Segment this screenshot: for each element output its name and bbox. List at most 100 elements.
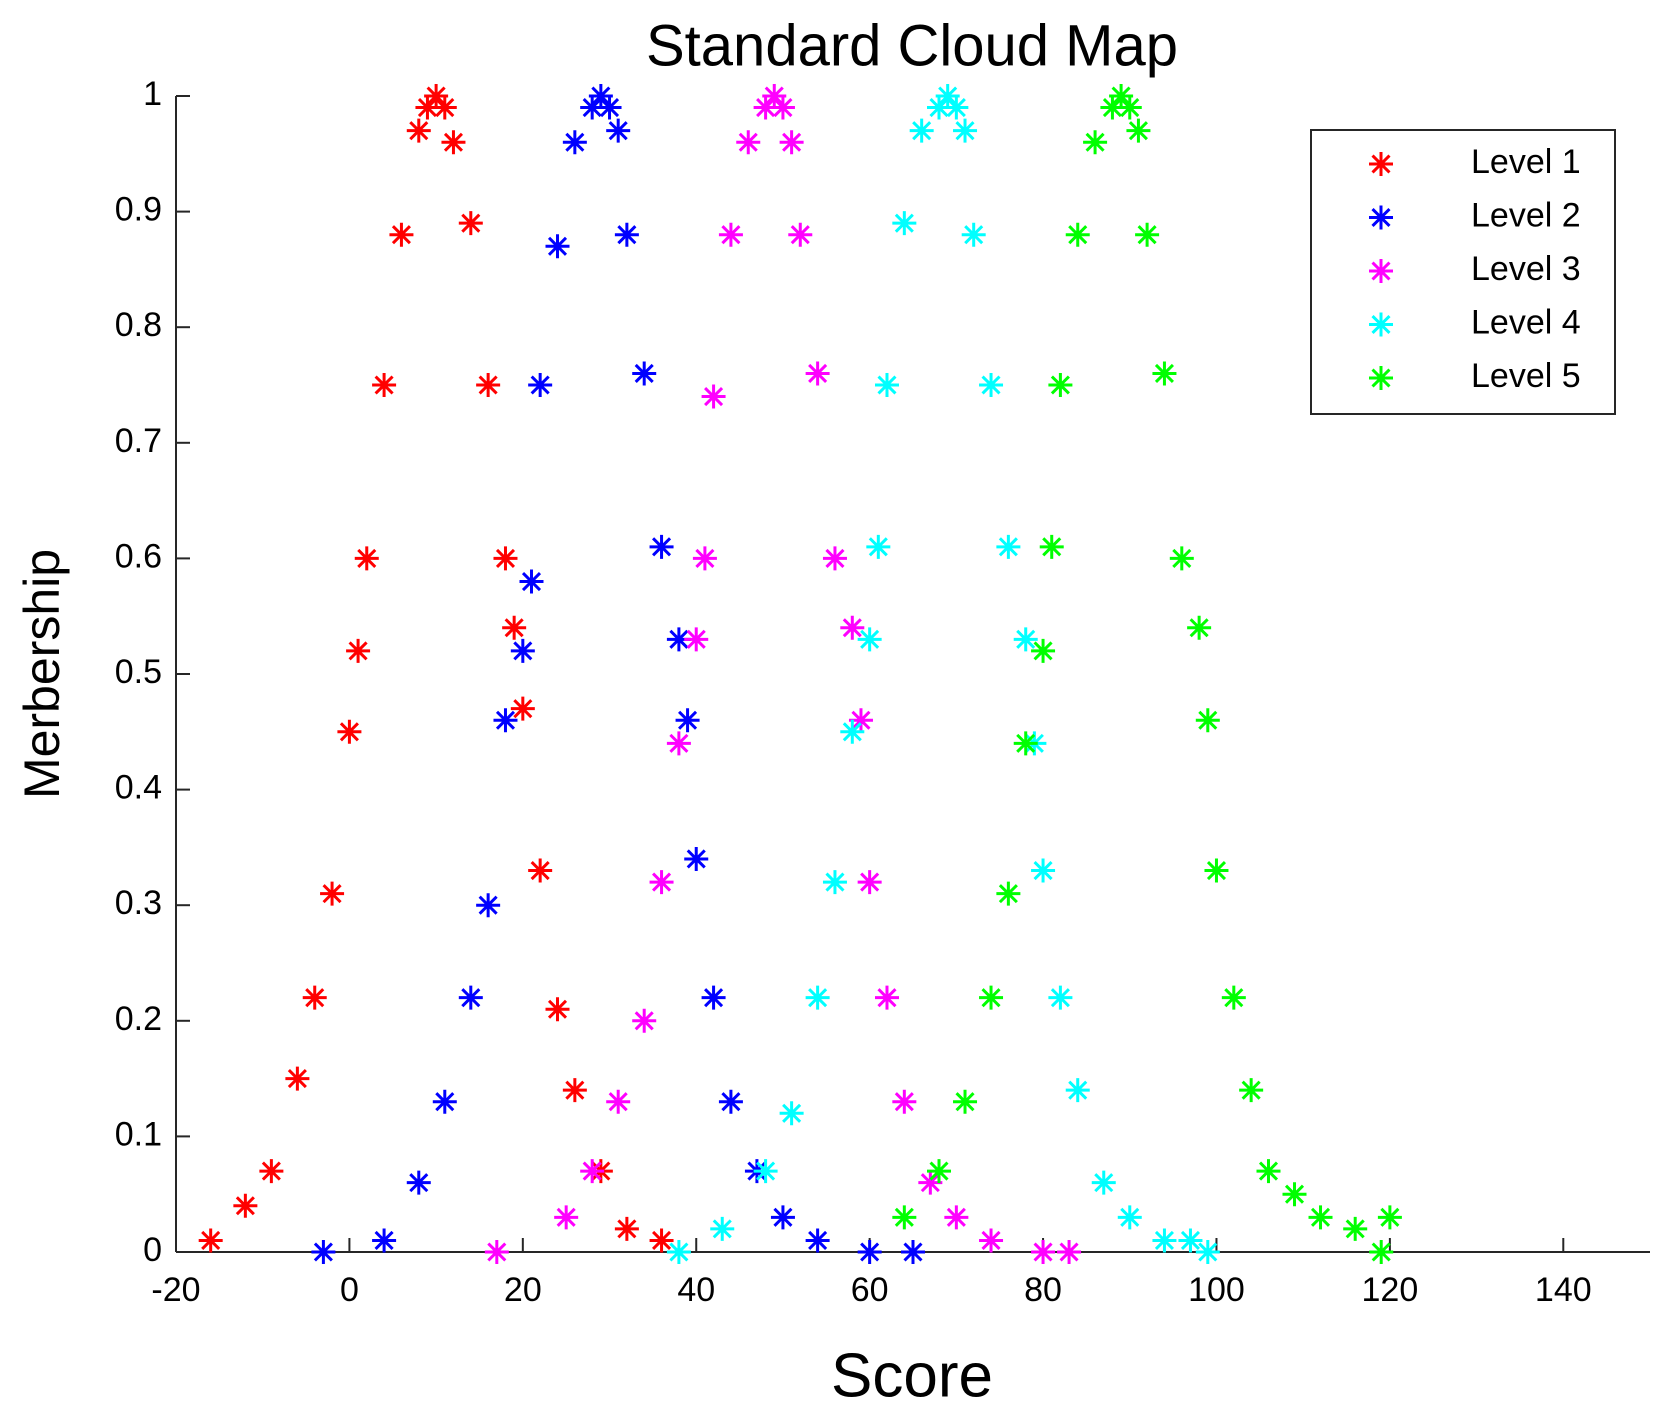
data-point	[666, 627, 691, 652]
data-point	[1204, 858, 1229, 883]
x-tick-label: 140	[1535, 1271, 1592, 1309]
data-point	[311, 1240, 336, 1264]
data-point	[458, 211, 483, 236]
data-point	[632, 361, 657, 386]
data-point	[996, 881, 1021, 906]
data-point	[606, 1089, 631, 1114]
data-point	[1109, 84, 1134, 108]
data-point	[762, 84, 787, 108]
data-point	[441, 130, 466, 155]
data-point	[649, 534, 674, 559]
data-point	[1065, 1078, 1090, 1103]
data-point	[848, 708, 873, 733]
data-point	[874, 373, 899, 397]
data-point	[432, 95, 457, 120]
legend-marker	[1369, 152, 1393, 176]
y-tick-label: 0.2	[115, 1000, 162, 1038]
data-point	[1126, 118, 1151, 143]
data-point	[979, 373, 1004, 397]
legend-marker	[1369, 259, 1393, 283]
data-point	[953, 1089, 978, 1114]
data-point	[805, 361, 830, 386]
data-point	[519, 569, 544, 594]
data-point	[770, 1205, 795, 1230]
x-tick-label: 120	[1362, 1271, 1419, 1309]
y-axis-label: Merbership	[14, 549, 70, 799]
data-point	[1178, 1228, 1203, 1253]
data-point	[580, 1159, 605, 1184]
data-point	[736, 130, 761, 155]
x-tick-label: 40	[677, 1271, 715, 1309]
data-point	[779, 130, 804, 155]
data-point	[753, 95, 778, 120]
data-point	[944, 95, 969, 120]
data-point	[510, 638, 535, 663]
data-point	[909, 118, 934, 143]
data-point	[1083, 130, 1108, 155]
data-point	[545, 997, 570, 1022]
data-point	[1013, 627, 1038, 652]
data-point	[1187, 615, 1212, 640]
data-point	[666, 731, 691, 756]
data-point	[1057, 1240, 1082, 1264]
data-point	[779, 1101, 804, 1126]
data-point	[415, 95, 440, 120]
data-point	[979, 1228, 1004, 1253]
data-point	[927, 95, 952, 120]
data-point	[302, 985, 327, 1010]
data-point	[1031, 858, 1056, 883]
legend-marker	[1369, 312, 1393, 337]
data-point	[606, 118, 631, 143]
data-point	[510, 696, 535, 721]
data-point	[701, 384, 726, 409]
x-tick-label: 20	[504, 1271, 542, 1309]
x-tick-label: 100	[1188, 1271, 1245, 1309]
data-point	[528, 858, 553, 883]
y-tick-label: 0.6	[115, 537, 162, 575]
data-point	[406, 118, 431, 143]
data-point	[874, 985, 899, 1010]
data-point	[372, 373, 397, 397]
legend-label: Level 4	[1471, 303, 1581, 341]
legend-marker	[1369, 205, 1393, 230]
data-point	[1065, 222, 1090, 247]
data-point	[1152, 1228, 1177, 1253]
data-point	[1152, 361, 1177, 386]
data-point	[1256, 1159, 1281, 1184]
data-point	[554, 1205, 579, 1230]
data-point	[1048, 985, 1073, 1010]
data-point	[684, 627, 709, 652]
data-point	[753, 1159, 778, 1184]
data-point	[493, 708, 518, 733]
y-tick-label: 0.9	[115, 191, 162, 229]
data-point	[424, 84, 449, 108]
data-point	[580, 95, 605, 120]
x-axis-label: Score	[831, 1341, 993, 1410]
data-point	[840, 615, 865, 640]
data-point	[1282, 1182, 1307, 1207]
data-point	[996, 534, 1021, 559]
data-point	[840, 719, 865, 744]
data-point	[632, 1008, 657, 1033]
x-tick-label: -20	[151, 1271, 200, 1309]
data-point	[458, 985, 483, 1010]
data-point	[484, 1240, 509, 1264]
data-point	[822, 870, 847, 895]
data-point	[259, 1159, 284, 1184]
data-point	[233, 1193, 258, 1218]
data-point	[432, 1089, 457, 1114]
data-point	[614, 1216, 639, 1241]
chart-title: Standard Cloud Map	[646, 13, 1178, 78]
data-point	[857, 627, 882, 652]
legend-label: Level 5	[1471, 357, 1581, 395]
x-tick-label: 0	[340, 1271, 359, 1309]
data-point	[1369, 1240, 1394, 1264]
data-point	[389, 222, 414, 247]
data-point	[901, 1240, 925, 1264]
data-point	[493, 546, 518, 571]
data-point	[614, 222, 639, 247]
data-point	[788, 222, 813, 247]
data-point	[961, 222, 986, 247]
data-point	[866, 534, 891, 559]
